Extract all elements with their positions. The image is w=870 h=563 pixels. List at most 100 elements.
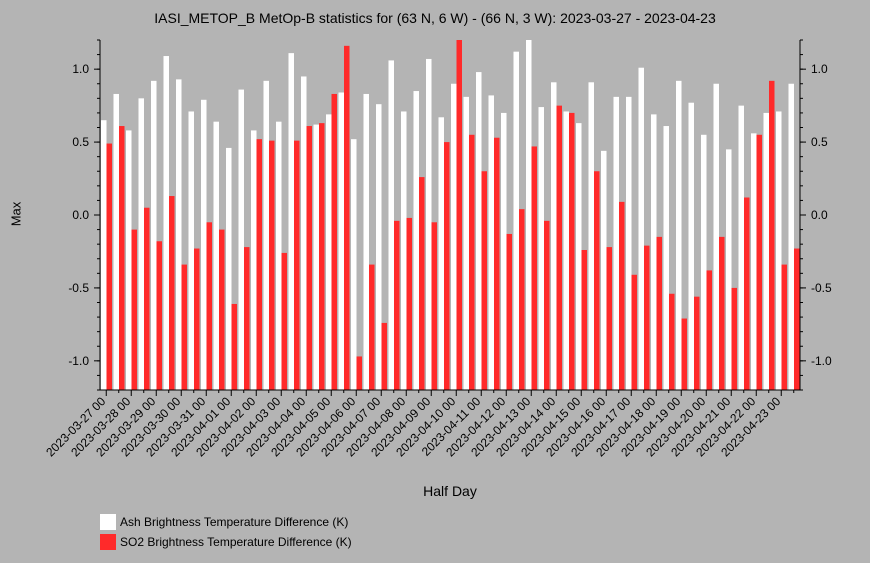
bar-so2: [131, 229, 137, 390]
bar-so2: [469, 134, 475, 390]
bar-so2: [194, 248, 200, 390]
bar-ash: [688, 102, 694, 390]
bar-ash: [263, 80, 269, 390]
bar-so2: [581, 250, 587, 390]
bar-ash: [238, 89, 244, 390]
y-tick-label-right: -0.5: [811, 281, 832, 295]
bar-so2: [344, 45, 350, 390]
bar-so2: [506, 233, 512, 390]
bar-so2: [306, 126, 312, 391]
chart-title: IASI_METOP_B MetOp-B statistics for (63 …: [154, 10, 716, 26]
bar-so2: [144, 207, 150, 390]
bar-so2: [481, 171, 487, 390]
bar-so2: [569, 112, 575, 391]
bar-so2: [769, 80, 775, 390]
y-tick-label-right: 0.0: [811, 208, 828, 222]
bar-so2: [756, 134, 762, 390]
bar-so2: [531, 146, 537, 390]
bar-ash: [476, 72, 482, 390]
bar-so2: [681, 318, 687, 390]
y-tick-label-left: 0.5: [72, 135, 89, 149]
bar-so2: [331, 93, 337, 390]
bar-ash: [751, 133, 757, 391]
bar-so2: [494, 137, 500, 390]
bar-ash: [776, 111, 782, 390]
y-tick-label-right: 0.5: [811, 135, 828, 149]
x-axis-label: Half Day: [423, 483, 477, 499]
bar-ash: [338, 92, 344, 390]
bar-so2: [719, 236, 725, 390]
bar-ash: [188, 111, 194, 390]
bar-ash: [213, 121, 219, 391]
bar-ash: [451, 83, 457, 390]
bar-ash: [513, 51, 519, 391]
bar-ash: [763, 112, 769, 391]
bar-so2: [206, 222, 212, 390]
bar-so2: [656, 236, 662, 390]
bar-so2: [731, 287, 737, 390]
bar-so2: [606, 247, 612, 390]
bar-ash: [113, 93, 119, 390]
bar-so2: [169, 196, 175, 390]
bar-ash: [738, 105, 744, 390]
bar-ash: [601, 150, 607, 390]
bar-so2: [294, 140, 300, 390]
bar-ash: [638, 67, 644, 390]
bar-ash: [588, 82, 594, 391]
bar-ash: [126, 130, 132, 390]
bar-so2: [181, 264, 187, 390]
legend: Ash Brightness Temperature Difference (K…: [100, 512, 352, 552]
bar-so2: [219, 229, 225, 390]
legend-item-so2: SO2 Brightness Temperature Difference (K…: [100, 532, 352, 552]
bar-so2: [406, 217, 412, 390]
bar-ash: [526, 40, 532, 390]
bar-so2: [706, 270, 712, 390]
bar-ash: [351, 139, 357, 390]
bar-ash: [426, 58, 432, 390]
y-tick-label-right: -1.0: [811, 354, 832, 368]
bar-ash: [576, 123, 582, 390]
bar-ash: [401, 111, 407, 390]
bar-so2: [556, 105, 562, 390]
bar-so2: [356, 356, 362, 390]
bar-so2: [644, 245, 650, 390]
bar-so2: [231, 303, 237, 390]
bar-ash: [326, 114, 332, 390]
legend-item-ash: Ash Brightness Temperature Difference (K…: [100, 512, 352, 532]
bar-ash: [788, 83, 794, 390]
bar-ash: [538, 107, 544, 390]
legend-swatch-ash: [100, 514, 116, 530]
bar-so2: [281, 252, 287, 390]
bar-ash: [138, 98, 144, 390]
bar-so2: [106, 143, 112, 390]
bar-ash: [438, 117, 444, 391]
bar-so2: [394, 220, 400, 390]
bar-ash: [726, 149, 732, 390]
bar-so2: [619, 201, 625, 390]
legend-label-so2: SO2 Brightness Temperature Difference (K…: [120, 535, 352, 549]
bar-ash: [463, 96, 469, 390]
bar-so2: [544, 220, 550, 390]
bar-ash: [626, 96, 632, 390]
bar-ash: [551, 82, 557, 391]
bar-ash: [201, 99, 207, 391]
y-tick-label-left: -1.0: [68, 354, 89, 368]
bar-so2: [744, 197, 750, 390]
bar-ash: [163, 56, 169, 391]
bar-ash: [413, 91, 419, 391]
bar-ash: [651, 114, 657, 390]
bar-ash: [288, 53, 294, 390]
bar-so2: [794, 248, 800, 390]
bar-ash: [563, 111, 569, 390]
bar-so2: [669, 293, 675, 390]
bar-so2: [456, 40, 462, 390]
bar-ash: [701, 134, 707, 390]
bar-ash: [501, 112, 507, 391]
bar-ash: [376, 104, 382, 391]
bar-so2: [694, 296, 700, 390]
bar-so2: [319, 123, 325, 390]
bar-so2: [419, 177, 425, 390]
bar-ash: [313, 124, 319, 390]
bar-so2: [119, 126, 125, 391]
bar-ash: [663, 126, 669, 391]
